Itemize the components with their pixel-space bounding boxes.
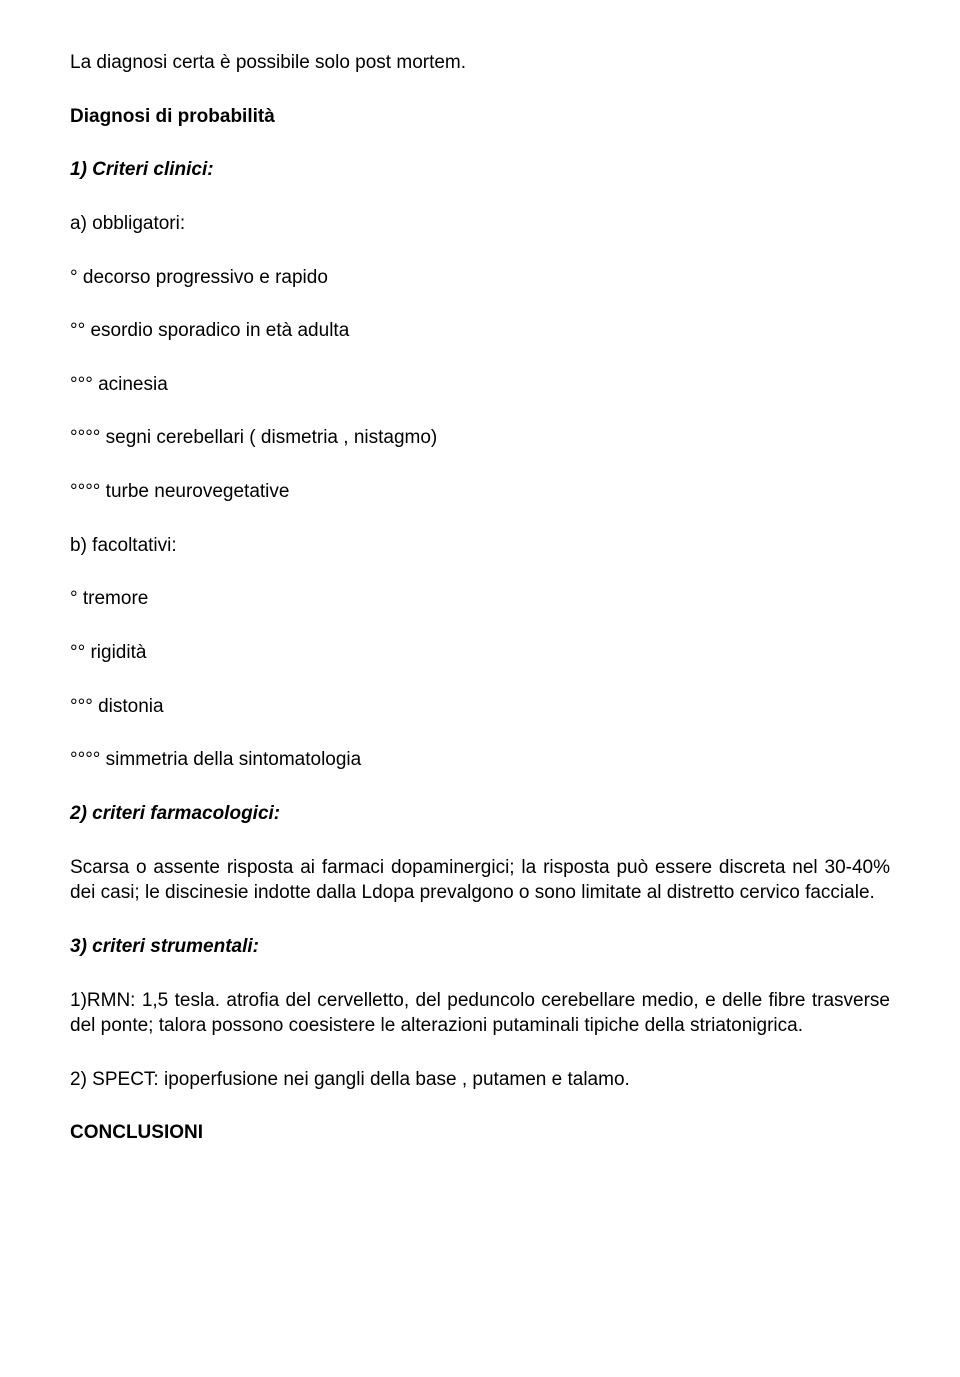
document-page: La diagnosi certa è possibile solo post … [0,0,960,1196]
subheading-obbligatori: a) obbligatori: [70,211,890,237]
subheading-facoltativi: b) facoltativi: [70,533,890,559]
item-tremore: ° tremore [70,586,890,612]
item-acinesia: °°° acinesia [70,372,890,398]
item-turbe: °°°° turbe neurovegetative [70,479,890,505]
item-distonia: °°° distonia [70,694,890,720]
heading-conclusioni: CONCLUSIONI [70,1120,890,1146]
heading-criteri-clinici: 1) Criteri clinici: [70,157,890,183]
heading-criteri-farmacologici: 2) criteri farmacologici: [70,801,890,827]
paragraph-spect: 2) SPECT: ipoperfusione nei gangli della… [70,1067,890,1093]
item-simmetria: °°°° simmetria della sintomatologia [70,747,890,773]
paragraph-rmn: 1)RMN: 1,5 tesla. atrofia del cervellett… [70,988,890,1039]
heading-criteri-strumentali: 3) criteri strumentali: [70,934,890,960]
heading-diagnosi: Diagnosi di probabilità [70,104,890,130]
paragraph-intro: La diagnosi certa è possibile solo post … [70,50,890,76]
item-esordio: °° esordio sporadico in età adulta [70,318,890,344]
item-decorso: ° decorso progressivo e rapido [70,265,890,291]
paragraph-farmacologici: Scarsa o assente risposta ai farmaci dop… [70,855,890,906]
item-segni-cerebellari: °°°° segni cerebellari ( dismetria , nis… [70,425,890,451]
item-rigidita: °° rigidità [70,640,890,666]
